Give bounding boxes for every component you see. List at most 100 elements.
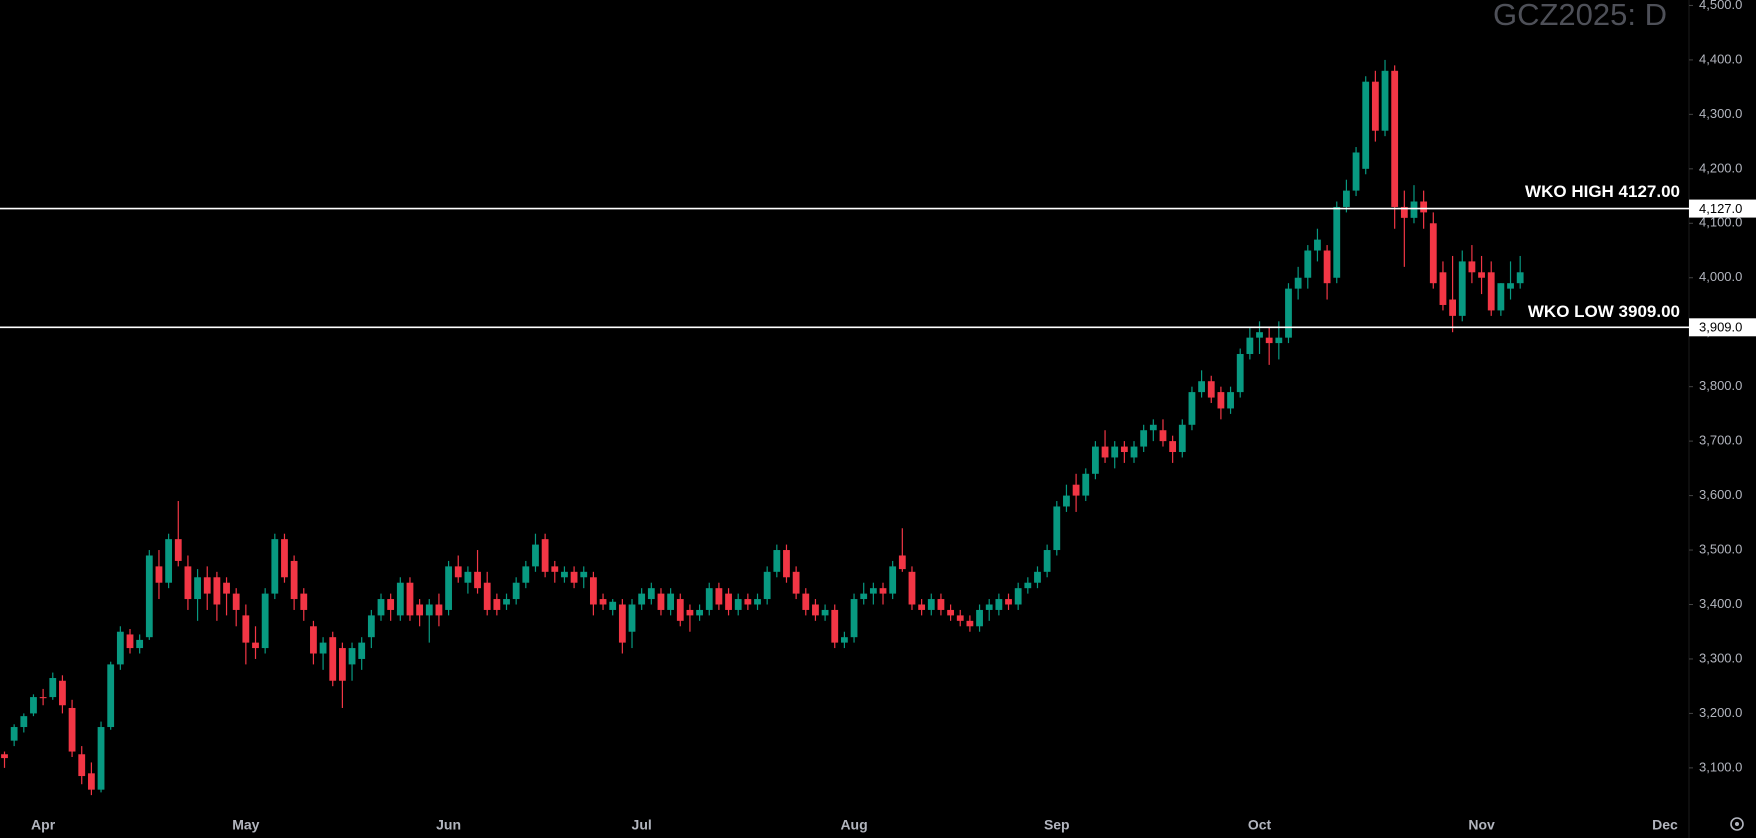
candle-body (1256, 332, 1263, 338)
x-tick-label: Nov (1468, 817, 1495, 833)
candle-body (474, 571, 481, 589)
candle-body (1053, 506, 1061, 551)
candle-body (551, 566, 559, 572)
candle-body (879, 588, 887, 594)
candle-body (812, 604, 819, 616)
candle-body (338, 648, 346, 681)
candle-body (68, 707, 76, 752)
candle-body (754, 599, 761, 605)
candle-body (1198, 381, 1205, 393)
candle-body (966, 620, 974, 627)
candle-body (589, 577, 597, 605)
settings-icon[interactable] (1730, 817, 1744, 831)
x-tick-label: Aug (840, 817, 867, 833)
candle-body (686, 609, 694, 616)
candle-body (1420, 201, 1428, 213)
candle-body (705, 588, 713, 610)
settings-ring (1730, 817, 1744, 831)
y-tick-label: 3,300.0 (1699, 650, 1742, 665)
candle-body (570, 571, 578, 583)
candle-body (1236, 353, 1244, 393)
candle-body (1458, 261, 1466, 316)
candle-body (1014, 588, 1022, 605)
candle-body (1130, 446, 1138, 458)
y-tick-label: 4,000.0 (1699, 269, 1742, 284)
candle-body (49, 678, 57, 698)
candle-body (174, 539, 182, 561)
candle-body (319, 642, 327, 654)
x-tick-label: May (232, 817, 259, 833)
y-tick-label: 4,200.0 (1699, 160, 1742, 175)
candle-body (1149, 424, 1157, 431)
candle-body (734, 599, 742, 610)
y-tick-label: 4,400.0 (1699, 51, 1742, 66)
candle-body (609, 601, 617, 610)
candle-body (445, 566, 452, 610)
candle-body (1449, 299, 1456, 316)
x-tick-label: Sep (1044, 817, 1070, 833)
candle-body (937, 599, 945, 610)
candle-body (242, 615, 250, 643)
candle-body (1400, 206, 1408, 218)
candle-body (985, 604, 993, 610)
candle-body (821, 609, 829, 616)
candle-body (1275, 337, 1283, 344)
candle-body (1352, 152, 1360, 191)
candle-body (406, 582, 414, 616)
x-tick-label: Jun (436, 817, 461, 833)
y-tick-label: 3,200.0 (1699, 705, 1742, 720)
candle-body (792, 571, 800, 594)
candle-body (1304, 250, 1312, 278)
candle-body (802, 593, 810, 610)
candle-body (522, 566, 530, 583)
candle-body (889, 566, 897, 594)
candle-body (310, 626, 317, 654)
candle-body (281, 539, 288, 578)
candle-body (995, 599, 1003, 610)
candle-body (271, 539, 279, 594)
candle-body (1082, 473, 1090, 496)
candle-body (1207, 381, 1215, 398)
candle-body (1497, 283, 1505, 311)
candle-body (667, 593, 675, 610)
candle-body (1043, 550, 1051, 572)
candle-body (97, 727, 105, 790)
candle-body (1429, 223, 1437, 284)
candle-body (87, 773, 95, 790)
candle-body (744, 599, 752, 605)
candle-body (599, 599, 607, 605)
candle-body (976, 609, 983, 627)
axis-label-box (1689, 318, 1756, 337)
candle-body (223, 582, 230, 594)
candle-body (657, 593, 665, 610)
candle-body (840, 637, 848, 643)
candle-body (947, 609, 954, 616)
candle-body (532, 544, 539, 567)
candle-body (638, 593, 646, 605)
candle-body (184, 566, 192, 600)
candle-body (1072, 484, 1080, 496)
y-tick-label: 4,500.0 (1699, 0, 1742, 12)
candle-body (387, 599, 395, 610)
candle-body (454, 566, 462, 578)
candle-body (1246, 337, 1254, 354)
candle-body (850, 599, 858, 638)
candle-body (618, 604, 626, 643)
candle-body (908, 571, 916, 605)
candle-body (30, 697, 37, 714)
candle-body (956, 615, 964, 621)
x-tick-label: Oct (1248, 817, 1272, 833)
candle-body (59, 680, 66, 706)
candle-body (1362, 81, 1370, 169)
candle-body (1294, 277, 1302, 289)
candle-body (763, 571, 771, 600)
candle-body (1188, 392, 1196, 425)
candle-body (561, 571, 568, 578)
candle-body (1333, 206, 1341, 278)
candle-body (194, 577, 201, 600)
candle-body (580, 571, 588, 578)
candle-body (300, 593, 308, 610)
candle-body (1, 754, 8, 759)
y-tick-label: 3,500.0 (1699, 541, 1742, 556)
